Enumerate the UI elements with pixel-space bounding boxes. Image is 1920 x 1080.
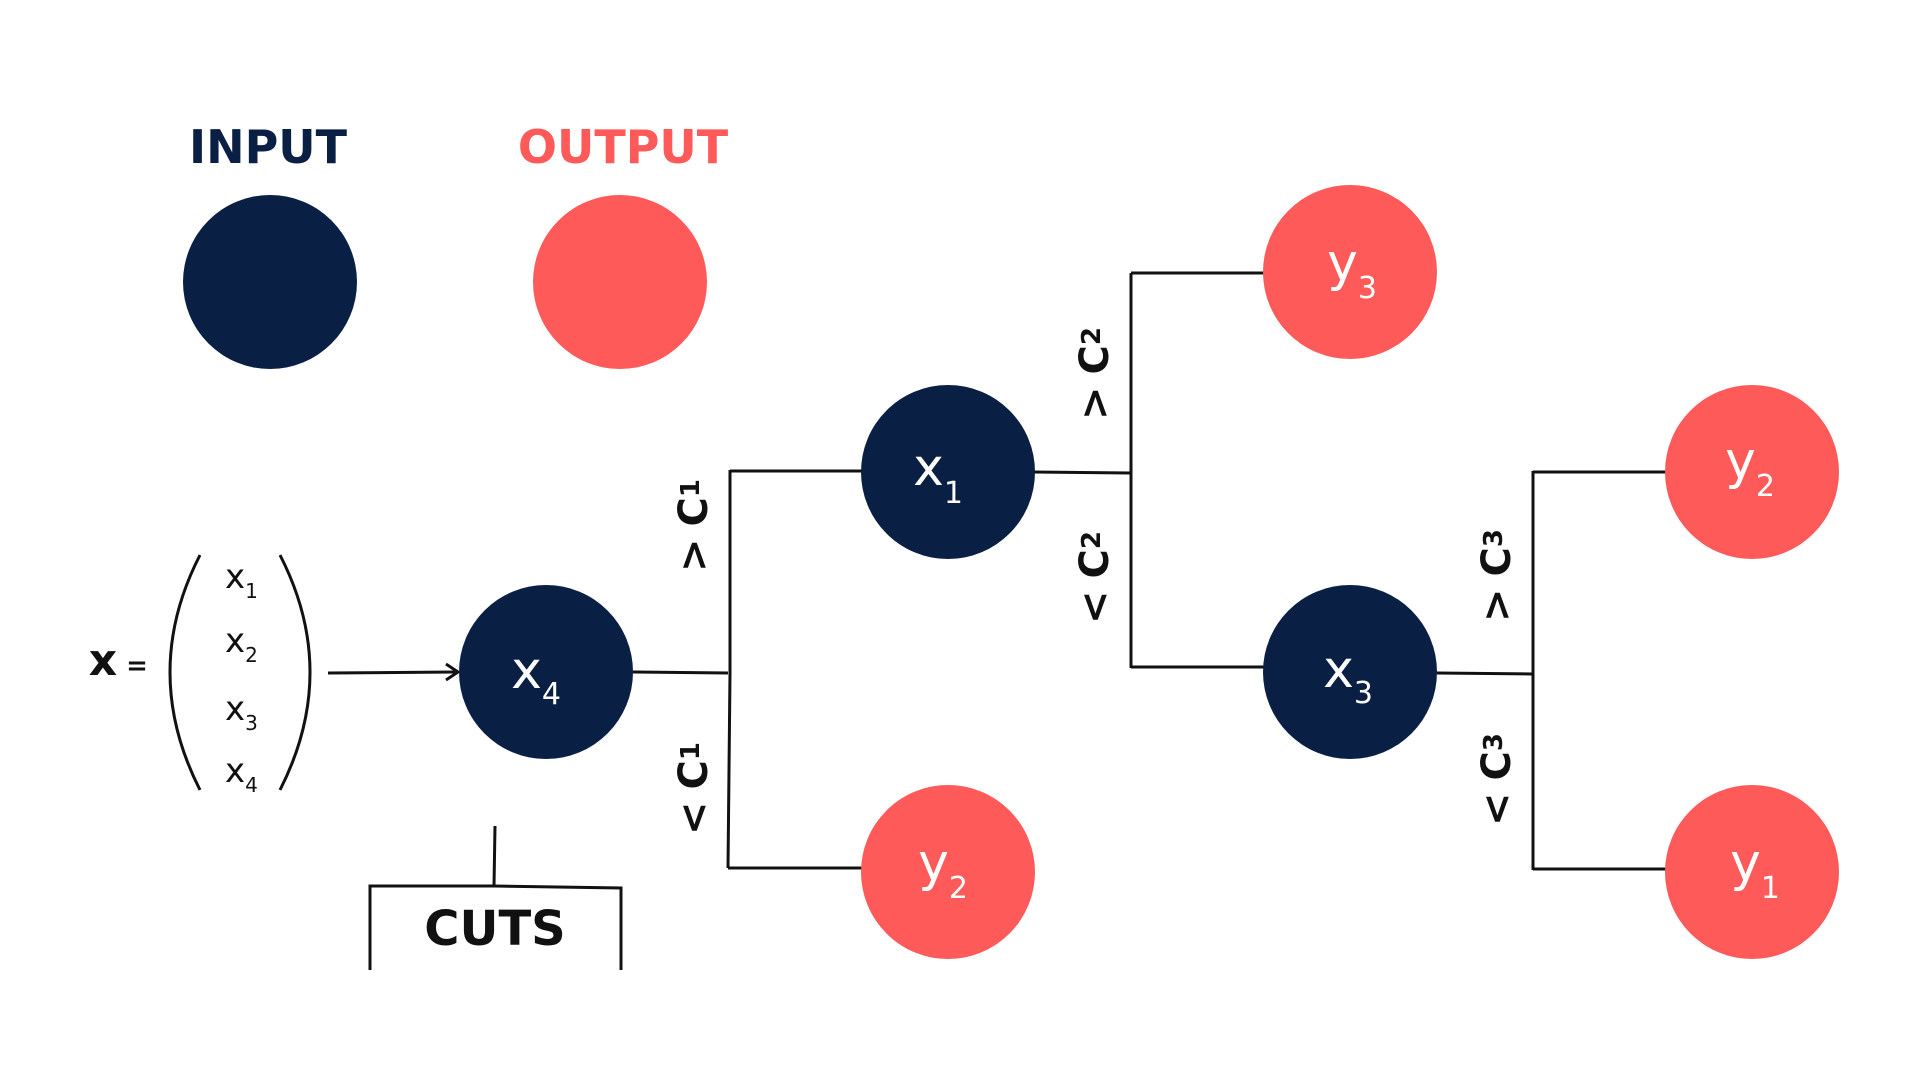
tree-nodes: x4 x1 y2 y3 x3 y2 y1 <box>459 185 1839 959</box>
condition-c1-lt: <C1 <box>671 742 717 835</box>
tree-edges <box>632 271 1667 871</box>
node-leaf-y1: y1 <box>1665 785 1839 959</box>
svg-text:x4: x4 <box>511 641 561 712</box>
vector-item-3: x3 <box>225 689 258 735</box>
svg-text:y3: y3 <box>1327 233 1377 306</box>
vector-item-4: x4 <box>225 751 258 797</box>
legend-output-circle <box>533 195 707 369</box>
node-root-x4: x4 <box>459 585 633 759</box>
svg-text:y1: y1 <box>1730 833 1780 906</box>
condition-c3-gt: >C3 <box>1474 529 1520 622</box>
legend-input-circle <box>183 195 357 369</box>
svg-text:y2: y2 <box>1725 431 1775 504</box>
svg-text:y2: y2 <box>918 833 968 906</box>
cuts-label: CUTS <box>424 901 566 957</box>
svg-text:x3: x3 <box>1323 640 1373 711</box>
vector-left-paren <box>168 554 202 791</box>
input-arrow <box>327 662 461 682</box>
node-x1: x1 <box>861 385 1035 559</box>
node-x3: x3 <box>1263 585 1437 759</box>
condition-c1-gt: >C1 <box>671 479 717 572</box>
vector-right-paren <box>278 554 312 791</box>
svg-text:x1: x1 <box>913 438 963 511</box>
condition-c2-gt: >C2 <box>1072 327 1118 420</box>
condition-c2-lt: <C2 <box>1072 531 1118 624</box>
vector-item-2: x2 <box>225 621 258 667</box>
vector-equals: = <box>126 651 148 681</box>
legend-input-label: INPUT <box>189 120 348 174</box>
node-leaf-y3: y3 <box>1263 185 1437 359</box>
vector-item-1: x1 <box>225 557 258 603</box>
condition-c3-lt: <C3 <box>1474 733 1520 826</box>
legend-output-label: OUTPUT <box>518 120 729 174</box>
legend: INPUT OUTPUT <box>183 120 729 369</box>
node-leaf-y2-left: y2 <box>861 785 1035 959</box>
vector-symbol: x <box>89 635 117 686</box>
cuts-bracket: CUTS <box>368 825 623 970</box>
node-leaf-y2-right: y2 <box>1665 385 1839 559</box>
input-vector: x = x1 x2 x3 x4 <box>89 554 312 797</box>
condition-labels: >C1 <C1 >C2 <C2 >C3 <C3 <box>671 327 1520 835</box>
